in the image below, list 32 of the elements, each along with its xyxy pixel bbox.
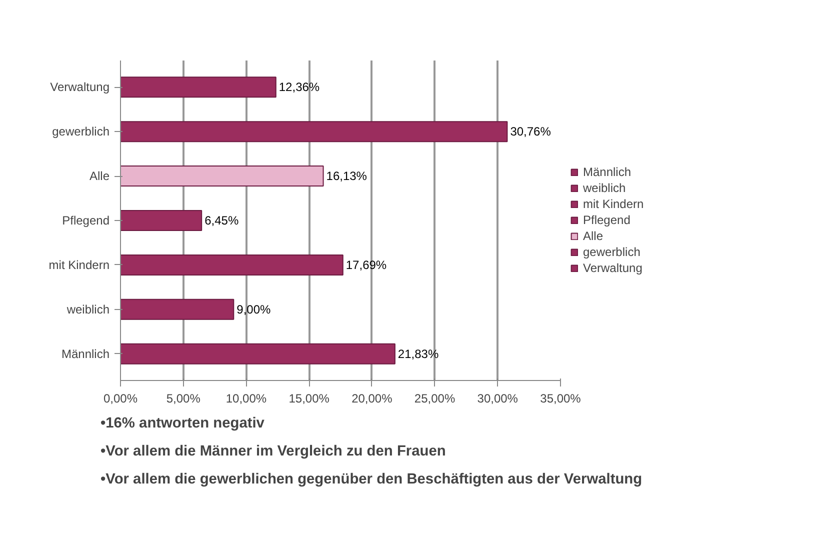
y-tick-label: Alle bbox=[89, 169, 110, 184]
data-label: 16,13% bbox=[326, 169, 368, 184]
x-tick-label: 15,00% bbox=[288, 392, 330, 406]
y-tick-label: Männlich bbox=[61, 346, 110, 361]
data-label: 12,36% bbox=[278, 80, 320, 94]
data-label: 30,76% bbox=[510, 124, 552, 139]
data-label: 6,45% bbox=[204, 214, 239, 228]
legend-label: Männlich bbox=[583, 165, 632, 179]
y-tick-label: gewerblich bbox=[52, 124, 110, 139]
legend-label: Pflegend bbox=[583, 213, 630, 227]
legend-label: Alle bbox=[583, 229, 604, 243]
y-tick-label: Verwaltung bbox=[50, 80, 110, 94]
x-tick-label: 30,00% bbox=[477, 392, 518, 406]
legend-label: weiblich bbox=[583, 181, 626, 195]
legend-label: mit Kindern bbox=[583, 197, 644, 211]
y-tick-label: Pflegend bbox=[62, 214, 110, 228]
x-tick-label: 10,00% bbox=[226, 392, 267, 406]
y-tick-label: mit Kindern bbox=[48, 258, 110, 272]
data-label: 21,83% bbox=[398, 346, 439, 361]
x-tick-label: 20,00% bbox=[352, 392, 393, 406]
x-tick-label: 25,00% bbox=[414, 392, 456, 406]
x-tick-label: 0,00% bbox=[103, 392, 138, 406]
data-label: 9,00% bbox=[236, 302, 271, 316]
legend-label: Verwaltung bbox=[583, 261, 642, 275]
text: •Vor allem die gewerblichen gegenüber den Beschäftigten aus der Verwaltung bbox=[100, 472, 642, 488]
text: •16% antworten negativ bbox=[100, 416, 266, 432]
x-tick-label: 5,00% bbox=[166, 392, 201, 406]
x-tick-label: 35,00% bbox=[540, 392, 582, 406]
data-label: 17,69% bbox=[346, 258, 387, 272]
text: •Vor allem die Männer im Vergleich zu den Frauen bbox=[100, 444, 446, 460]
legend-label: gewerblich bbox=[583, 245, 640, 259]
y-tick-label: weiblich bbox=[66, 302, 110, 316]
